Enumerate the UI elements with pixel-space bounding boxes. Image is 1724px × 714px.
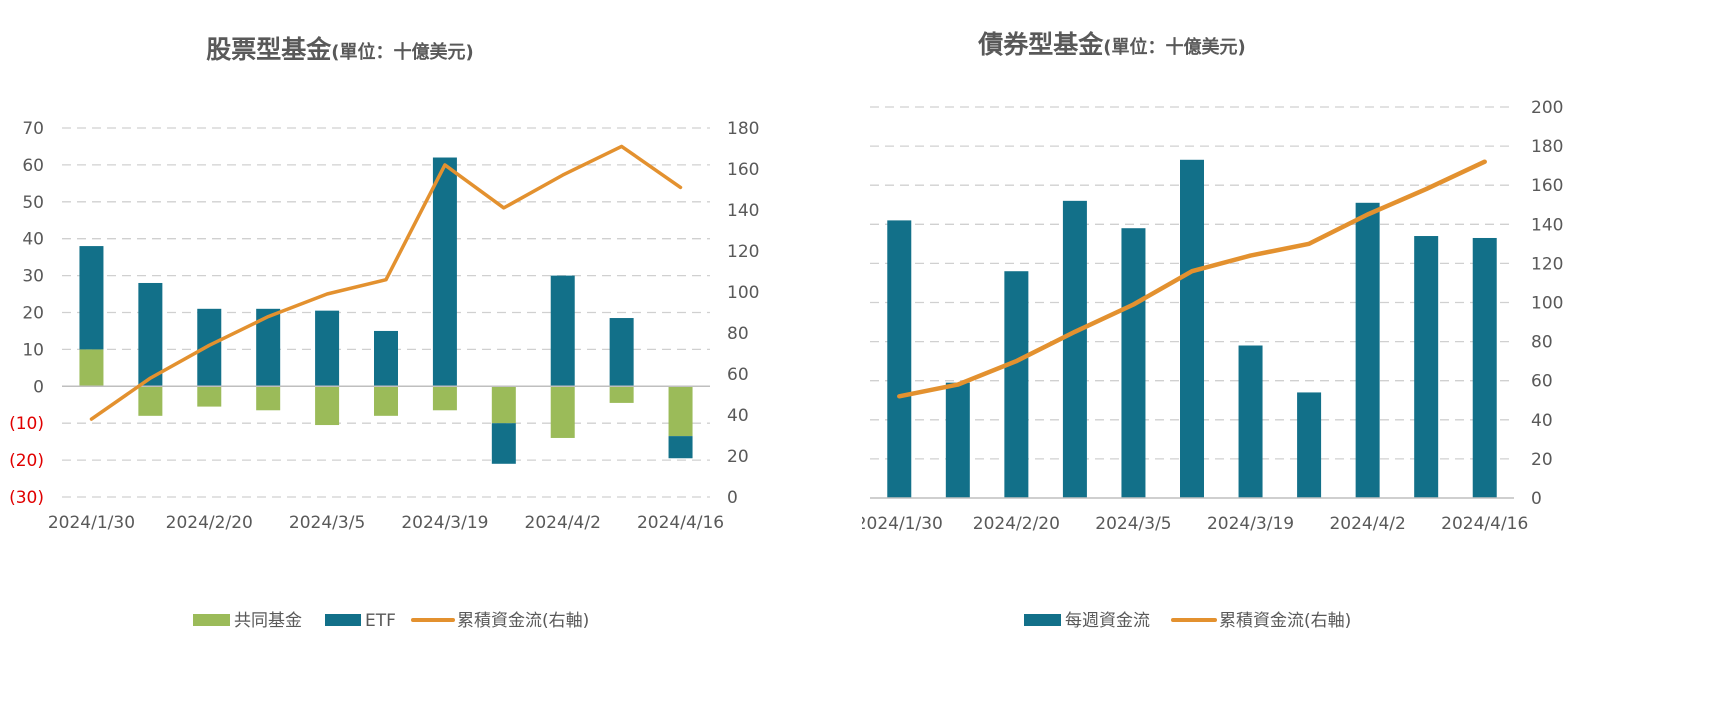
y-right-tick-label: 160 — [727, 160, 759, 180]
weekly-flow-bar — [887, 220, 912, 498]
legend-label: ETF — [365, 611, 396, 631]
mutual-fund-bar — [609, 386, 634, 403]
legend-swatch — [325, 614, 361, 626]
mutual-fund-bar — [432, 386, 457, 411]
y-right-tick-label: 40 — [727, 406, 749, 426]
y-left-tick-label: 50 — [22, 193, 44, 213]
mutual-fund-bar — [138, 386, 163, 416]
etf-bar — [550, 275, 575, 387]
weekly-flow-bar — [945, 382, 970, 498]
y-right-tick-label: 80 — [1531, 333, 1553, 353]
y-right-tick-label: 120 — [1531, 254, 1563, 274]
x-tick-label: 2024/3/19 — [401, 513, 488, 533]
weekly-flow-bar — [1004, 271, 1029, 498]
chart-title-main: 股票型基金 — [206, 35, 332, 64]
mutual-fund-bar — [315, 386, 340, 426]
x-tick-label: 2024/3/5 — [1095, 514, 1171, 534]
legend-swatch — [193, 614, 230, 626]
weekly-flow-bar — [1355, 202, 1380, 499]
x-tick-label: 2024/4/2 — [525, 513, 601, 533]
y-left-tick-label: 40 — [22, 230, 44, 250]
x-tick-label: 2024/4/16 — [1441, 514, 1528, 534]
y-left-tick-label: 20 — [22, 304, 44, 324]
mutual-fund-bar — [197, 386, 222, 407]
y-right-tick-label: 60 — [727, 365, 749, 385]
x-tick-label: 2024/1/30 — [862, 514, 943, 534]
mutual-fund-bar — [550, 386, 575, 438]
etf-bar — [609, 318, 634, 387]
x-tick-label: 2024/4/16 — [637, 513, 724, 533]
y-left-tick-label: (10) — [9, 414, 44, 434]
y-left-tick-label: 0 — [33, 377, 44, 397]
y-right-tick-label: 40 — [1531, 411, 1553, 431]
x-tick-label: 2024/2/20 — [166, 513, 253, 533]
mutual-fund-bar — [668, 386, 693, 437]
legend-swatch — [1024, 614, 1061, 626]
mutual-fund-bar — [491, 386, 516, 424]
y-left-tick-label: (20) — [9, 451, 44, 471]
y-right-tick-label: 20 — [1531, 450, 1553, 470]
y-right-tick-label: 20 — [727, 447, 749, 467]
etf-bar — [197, 308, 222, 387]
chart-title: 債券型基金(單位：十億美元) — [977, 30, 1245, 59]
y-left-tick-label: 30 — [22, 267, 44, 287]
etf-bar — [491, 423, 516, 464]
y-left-tick-label: 10 — [22, 340, 44, 360]
chart-title-unit: (單位：十億美元) — [1103, 36, 1245, 58]
x-tick-label: 2024/1/30 — [48, 513, 135, 533]
legend: 每週資金流 累積資金流(右軸) — [1024, 611, 1351, 631]
legend-label: 每週資金流 — [1065, 611, 1150, 631]
mutual-fund-bar — [374, 386, 398, 416]
y-right-tick-label: 160 — [1531, 176, 1563, 196]
y-left-tick-label: 70 — [22, 119, 44, 139]
etf-bar — [432, 157, 457, 387]
legend-label: 共同基金 — [234, 611, 302, 631]
etf-bar — [374, 330, 398, 387]
y-right-tick-label: 180 — [727, 119, 759, 139]
legend-label: 累積資金流(右軸) — [1219, 611, 1351, 631]
etf-bar — [668, 436, 693, 459]
y-right-tick-label: 0 — [1531, 489, 1542, 509]
legend-label: 累積資金流(右軸) — [457, 611, 589, 631]
legend: 共同基金 ETF 累積資金流(右軸) — [193, 611, 589, 631]
y-left-tick-label: 60 — [22, 156, 44, 176]
x-tick-label: 2024/3/5 — [289, 513, 365, 533]
x-tick-label: 2024/3/19 — [1207, 514, 1294, 534]
x-tick-label: 2024/4/2 — [1329, 514, 1405, 534]
y-right-tick-label: 0 — [727, 488, 738, 508]
etf-bar — [138, 282, 163, 387]
y-right-tick-label: 120 — [727, 242, 759, 262]
equity-fund-chart: 股票型基金(單位：十億美元) (30) (20) (10) 0 10 20 30 40 50 60… — [9, 35, 759, 631]
weekly-flow-bar — [1238, 345, 1263, 498]
y-right-tick-label: 200 — [1531, 98, 1563, 118]
etf-bar — [315, 310, 340, 387]
y-right-tick-label: 100 — [1531, 294, 1563, 314]
weekly-flow-bar — [1414, 236, 1439, 498]
y-right-tick-label: 180 — [1531, 137, 1563, 157]
chart-title: 股票型基金(單位：十億美元) — [206, 35, 473, 64]
y-right-tick-label: 80 — [727, 324, 749, 344]
chart-title-unit: (單位：十億美元) — [331, 41, 473, 63]
y-right-tick-label: 140 — [727, 201, 759, 221]
y-left-tick-label: (30) — [9, 488, 44, 508]
y-right-tick-label: 60 — [1531, 372, 1553, 392]
bond-fund-chart: 債券型基金(單位：十億美元) 02468101214161820 0204060… — [862, 30, 1563, 631]
weekly-flow-bar — [1180, 159, 1204, 498]
etf-bar — [79, 246, 104, 350]
weekly-flow-bar — [1297, 392, 1322, 498]
cumulative-flow-line — [897, 159, 1487, 399]
x-tick-label: 2024/2/20 — [973, 514, 1060, 534]
y-right-tick-label: 100 — [727, 283, 759, 303]
mutual-fund-bar — [79, 349, 104, 387]
mutual-fund-bar — [256, 386, 281, 411]
chart-title-main: 債券型基金 — [977, 30, 1104, 59]
weekly-flow-bar — [1062, 200, 1087, 498]
y-right-tick-label: 140 — [1531, 215, 1563, 235]
weekly-flow-bar — [1121, 228, 1146, 498]
cumulative-flow-line — [89, 144, 683, 421]
weekly-flow-bar — [1472, 237, 1497, 499]
